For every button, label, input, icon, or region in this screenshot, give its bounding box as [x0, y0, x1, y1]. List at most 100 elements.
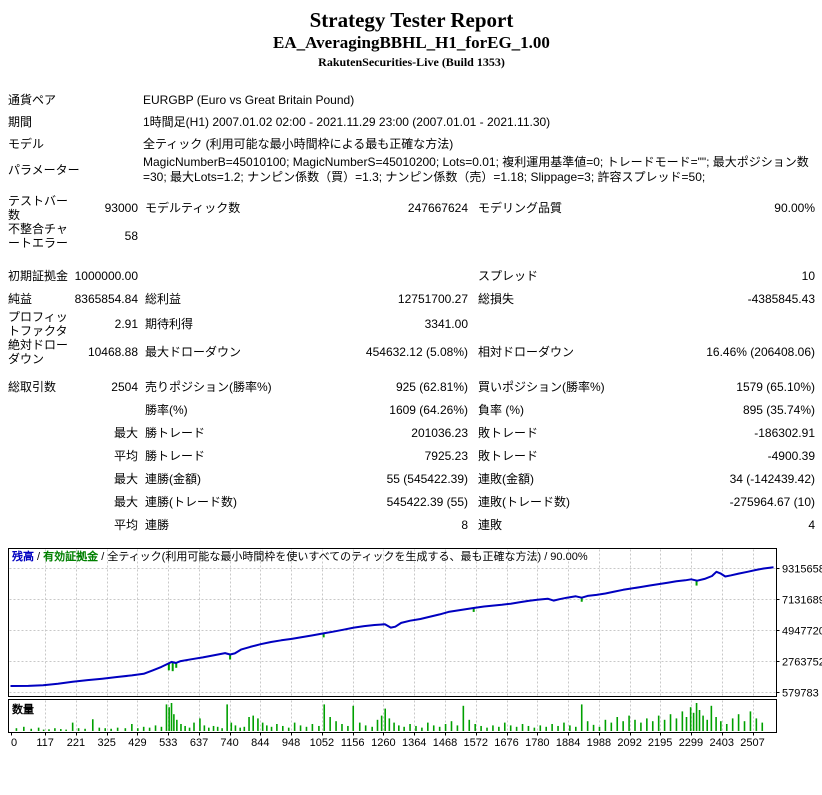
stat-row: 平均 連勝 8 連敗 4	[8, 513, 815, 536]
settings-table: 通貨ペア EURGBP (Euro vs Great Britain Pound)…	[8, 89, 815, 185]
stat-label: 敗トレード	[478, 425, 539, 440]
settings-row: モデル 全ティック (利用可能な最小時間枠による最も正確な方法)	[8, 133, 815, 155]
stat-row: 最大 勝トレード 201036.23 敗トレード -186302.91	[8, 421, 815, 444]
stat-value: 58	[124, 229, 138, 243]
y-tick-label: 2763752	[782, 657, 822, 669]
balance-curve	[10, 566, 774, 687]
stat-label: 勝率(%)	[145, 402, 188, 417]
stat-label: 勝トレード	[145, 425, 206, 440]
stat-label: 期待利得	[145, 317, 194, 331]
y-tick-label: 9315658	[782, 564, 822, 576]
stat-value: 454632.12 (5.08%)	[365, 345, 468, 359]
stat-value: 925 (62.81%)	[395, 379, 468, 394]
x-tick-label: 325	[98, 737, 116, 749]
x-tick-label: 2403	[709, 737, 733, 749]
stat-label: 初期証拠金	[8, 268, 69, 283]
x-tick-label: 1260	[371, 737, 395, 749]
stat-value: -4385845.43	[747, 291, 815, 306]
x-tick-label: 117	[36, 737, 54, 749]
x-tick-label: 637	[190, 737, 208, 749]
stat-value: 平均	[113, 448, 138, 463]
stat-label: 負率 (%)	[478, 402, 524, 417]
x-tick-label: 429	[128, 737, 146, 749]
setting-label: モデル	[8, 137, 45, 151]
stat-label: 総取引数	[8, 379, 57, 394]
broker-build-line: RakutenSecurities-Live (Build 1353)	[318, 55, 505, 69]
y-tick-label: 7131689	[782, 595, 822, 607]
page-title: Strategy Tester Report	[309, 8, 514, 32]
stat-label: モデリング品質	[478, 201, 563, 215]
stat-value: 93000	[104, 201, 138, 215]
x-tick-label: 1780	[525, 737, 549, 749]
setting-value: 全ティック (利用可能な最小時間枠による最も正確な方法)	[143, 136, 454, 151]
x-tick-label: 1572	[464, 737, 488, 749]
x-tick-label: 2507	[740, 737, 764, 749]
x-tick-label: 1988	[587, 737, 611, 749]
stat-label: 総損失	[478, 291, 515, 306]
x-tick-label: 844	[251, 737, 269, 749]
stat-value: -186302.91	[754, 425, 815, 440]
x-tick-label: 2195	[648, 737, 672, 749]
stat-value: 最大	[113, 471, 138, 486]
stat-value: 4	[808, 517, 815, 532]
stat-value: 10	[801, 268, 815, 283]
x-tick-label: 1468	[433, 737, 457, 749]
stat-value: 12751700.27	[397, 291, 468, 306]
stat-value: 最大	[113, 425, 138, 440]
stat-label: 連敗(金額)	[478, 471, 534, 486]
balance-chart: 0 117 221 325 429 533 637 740 844 948 1052 1156 1260…	[8, 548, 822, 750]
volume-panel-frame	[8, 699, 777, 733]
stat-value: -275964.67 (10)	[729, 494, 815, 509]
stat-row: 最大 連勝(トレード数) 545422.39 (55) 連敗(トレード数) -27596…	[8, 490, 815, 513]
stat-label: 連勝(金額)	[145, 471, 201, 486]
stat-label: プロフィットファクタ	[8, 310, 68, 338]
stat-row: 平均 勝トレード 7925.23 敗トレード -4900.39	[8, 444, 815, 467]
stat-label: 買いポジション(勝率%)	[478, 379, 605, 394]
x-tick-label: 221	[67, 737, 85, 749]
x-tick-label: 533	[159, 737, 177, 749]
report-tables: 通貨ペア EURGBP (Euro vs Great Britain Pound)…	[8, 89, 815, 536]
results-table: テストバー数 93000 モデルティック数 247667624 モデリング品質 90.00…	[8, 194, 815, 536]
stat-row: 初期証拠金 1000000.00 スプレッド 10	[8, 264, 815, 287]
settings-row: 通貨ペア EURGBP (Euro vs Great Britain Pound)	[8, 89, 815, 111]
stat-value: 平均	[113, 517, 138, 532]
setting-value: 1時間足(H1) 2007.01.02 02:00 - 2021.11.29 2…	[143, 114, 551, 129]
stat-value: 247667624	[407, 201, 468, 215]
stat-value: 90.00%	[774, 201, 815, 215]
stat-label: 勝トレード	[145, 448, 206, 463]
stat-value: 8	[461, 517, 468, 532]
stat-value: -4900.39	[767, 448, 815, 463]
stat-row: プロフィットファクタ 2.91 期待利得 3341.00	[8, 310, 815, 338]
stat-value: 最大	[113, 494, 138, 509]
x-tick-label: 1052	[310, 737, 334, 749]
stat-label: モデルティック数	[145, 201, 241, 215]
stat-label: スプレッド	[478, 268, 539, 283]
x-tick-label: 0	[11, 737, 17, 749]
x-tick-label: 1884	[556, 737, 580, 749]
stat-row: テストバー数 93000 モデルティック数 247667624 モデリング品質 90.00…	[8, 194, 815, 222]
stat-value: 2504	[111, 379, 138, 394]
stat-value: 545422.39 (55)	[386, 494, 468, 509]
strategy-tester-report: Strategy Tester Report EA_AveragingBBHL_…	[8, 8, 822, 750]
stat-value: 16.46% (206408.06)	[706, 345, 815, 359]
x-tick-label: 740	[220, 737, 238, 749]
main-panel-frame	[8, 548, 777, 697]
stat-label: 相対ドローダウン	[478, 345, 575, 359]
setting-value: MagicNumberB=45010100; MagicNumberS=4501…	[143, 155, 809, 184]
y-tick-label: 579783	[782, 688, 819, 700]
stat-label: 総利益	[145, 291, 182, 306]
x-tick-label: 2092	[617, 737, 641, 749]
stat-value: 55 (545422.39)	[386, 471, 468, 486]
setting-label: 通貨ペア	[8, 93, 57, 107]
stat-value: 1579 (65.10%)	[736, 379, 815, 394]
stat-label: 絶対ドローダウン	[8, 338, 69, 366]
stat-label: 連勝(トレード数)	[145, 494, 237, 509]
stat-value: 34 (-142439.42)	[729, 471, 815, 486]
stat-label: 連敗(トレード数)	[478, 494, 570, 509]
stat-label: 不整合チャートエラー	[8, 222, 69, 250]
stat-label: 連勝	[145, 517, 170, 532]
x-tick-label: 1364	[402, 737, 426, 749]
stat-value: 895 (35.74%)	[742, 402, 815, 417]
stat-value: 7925.23	[424, 448, 468, 463]
stat-value: 10468.88	[87, 345, 138, 359]
